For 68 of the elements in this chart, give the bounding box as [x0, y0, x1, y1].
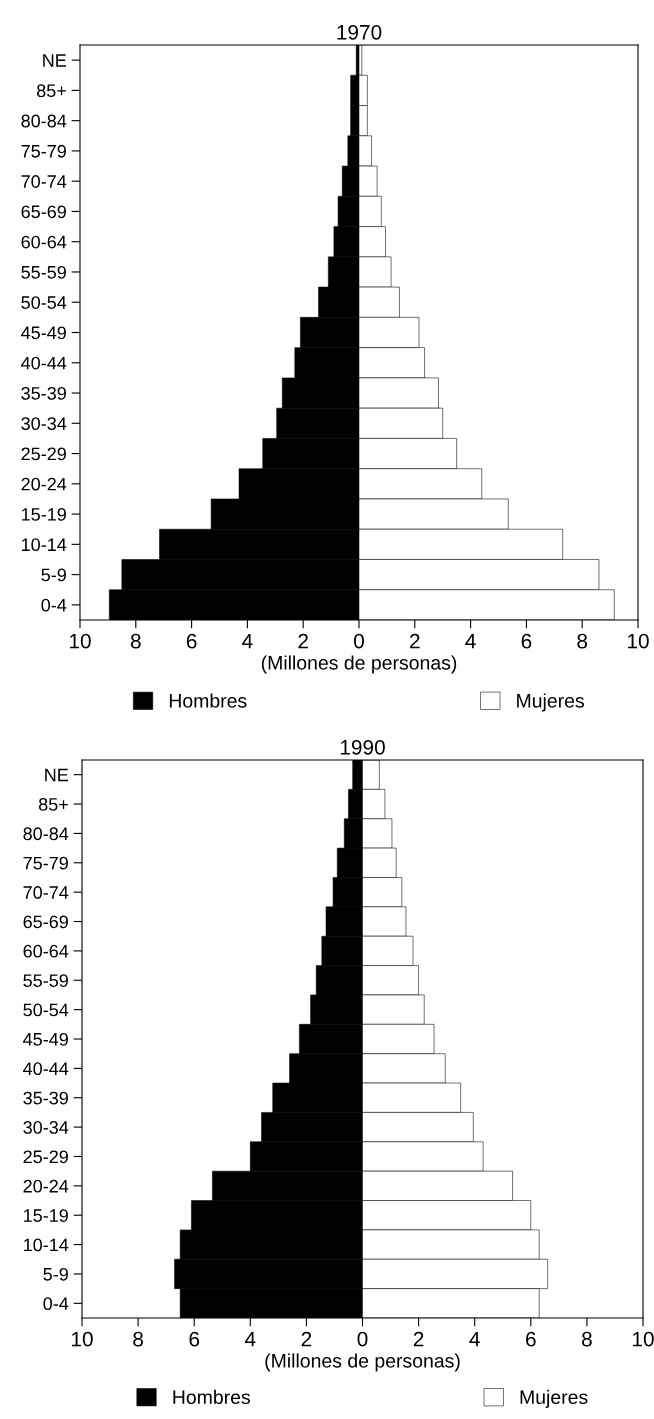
- y-tick-label: 55-59: [21, 265, 66, 279]
- y-tick-label: NE: [43, 54, 67, 67]
- x-tick-label: 2: [413, 1331, 424, 1347]
- y-tick-label: 10-14: [24, 1238, 69, 1252]
- legend-label: Mujeres: [520, 1389, 588, 1408]
- y-tick-label: 30-34: [21, 417, 67, 431]
- y-tick-label: 40-44: [21, 356, 67, 370]
- y-tick-label: 25-29: [23, 1150, 68, 1164]
- y-tick-label: 35-39: [23, 1091, 68, 1105]
- legend-label: Hombres: [173, 1389, 250, 1405]
- chart-title: 1990: [340, 739, 385, 755]
- y-tick-label: 50-54: [21, 296, 67, 309]
- x-tick-label: 6: [189, 1331, 200, 1347]
- x-tick-label: 6: [526, 1331, 536, 1347]
- y-tick-label: 30-34: [23, 1121, 69, 1134]
- y-tick-label: 10-14: [22, 538, 67, 552]
- x-tick-label: 6: [186, 633, 197, 649]
- x-tick-label: 10: [628, 633, 649, 649]
- y-tick-label: 80-84: [23, 827, 69, 841]
- y-tick-label: 20-24: [21, 477, 67, 491]
- y-tick-label: 5-9: [43, 1267, 68, 1281]
- y-tick-label: 45-49: [21, 326, 66, 340]
- y-tick-label: 50-54: [23, 1003, 69, 1017]
- legend-label: Mujeres: [517, 693, 584, 712]
- y-tick-label: 85+: [36, 84, 66, 98]
- x-tick-label: 2: [301, 1331, 312, 1347]
- x-tick-label: 2: [298, 633, 308, 649]
- x-tick-label: 4: [469, 1331, 480, 1347]
- y-tick-label: 85+: [38, 797, 68, 811]
- y-tick-label: 60-64: [23, 944, 69, 958]
- x-tick-label: 2: [410, 633, 420, 649]
- y-tick-label: 70-74: [21, 175, 67, 188]
- x-axis-title: (Millones de personas): [261, 655, 457, 674]
- x-tick-label: 4: [465, 633, 476, 649]
- y-tick-label: 80-84: [21, 114, 67, 128]
- y-tick-label: 15-19: [22, 508, 66, 521]
- y-tick-label: 0-4: [41, 598, 67, 612]
- x-tick-label: 6: [521, 633, 532, 649]
- legend-label: Hombres: [169, 693, 247, 708]
- x-tick-label: 8: [577, 633, 588, 649]
- y-tick-label: 40-44: [23, 1062, 69, 1076]
- y-tick-label: NE: [45, 768, 69, 782]
- y-tick-label: 65-69: [21, 205, 66, 219]
- x-tick-label: 8: [133, 1331, 143, 1347]
- y-tick-label: 5-9: [41, 568, 66, 582]
- y-tick-label: 55-59: [23, 974, 68, 987]
- x-tick-label: 8: [130, 633, 141, 649]
- y-tick-label: 15-19: [24, 1209, 68, 1222]
- x-tick-label: 10: [70, 633, 91, 649]
- y-tick-label: 75-79: [21, 144, 66, 158]
- y-tick-label: 45-49: [23, 1032, 68, 1046]
- y-tick-label: 35-39: [21, 386, 66, 400]
- x-tick-label: 4: [242, 633, 253, 649]
- x-tick-label: 0: [354, 633, 364, 649]
- x-tick-label: 10: [72, 1331, 93, 1347]
- y-tick-label: 20-24: [23, 1179, 69, 1193]
- y-tick-label: 60-64: [21, 235, 67, 249]
- x-tick-label: 10: [633, 1331, 654, 1347]
- y-tick-label: 65-69: [23, 915, 68, 929]
- x-tick-label: 4: [244, 1331, 256, 1347]
- chart-title: 1970: [337, 24, 382, 40]
- x-axis-title: (Millones de personas): [265, 1353, 460, 1372]
- y-tick-label: 0-4: [43, 1297, 69, 1311]
- y-tick-label: 75-79: [23, 856, 68, 870]
- y-tick-label: 25-29: [21, 447, 66, 461]
- x-tick-label: 0: [357, 1331, 368, 1347]
- y-tick-label: 70-74: [23, 886, 69, 899]
- x-tick-label: 8: [582, 1331, 592, 1347]
